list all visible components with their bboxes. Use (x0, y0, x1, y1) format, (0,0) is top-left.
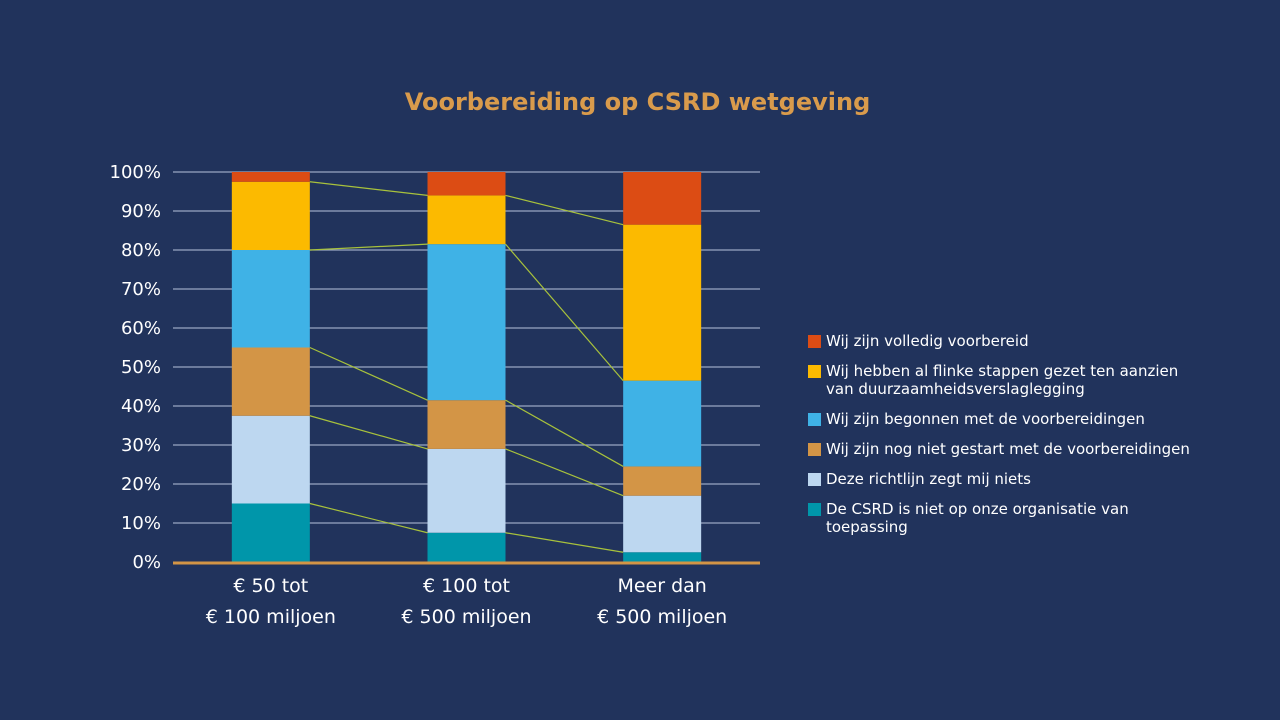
bars (231, 172, 702, 562)
series-line (505, 448, 624, 497)
y-tick-label: 80% (121, 240, 161, 261)
legend-swatch (808, 365, 821, 378)
bar-segment (623, 224, 702, 381)
series-line (309, 243, 428, 251)
legend-swatch (808, 503, 821, 516)
y-tick-label: 0% (132, 552, 161, 573)
legend-label: Wij zijn nog niet gestart met de voorber… (826, 440, 1190, 458)
y-tick-label: 100% (110, 162, 161, 183)
y-tick-label: 20% (121, 474, 161, 495)
bar-segment (427, 195, 506, 245)
legend-item: Wij zijn begonnen met de voorbereidingen (808, 410, 1208, 428)
bar-segment (427, 244, 506, 401)
x-tick-label: € 100 miljoen (206, 606, 336, 628)
x-tick-label: € 500 miljoen (401, 606, 531, 628)
y-tick-label: 10% (121, 513, 161, 534)
bar-segment (427, 532, 506, 562)
x-tick-label: Meer dan (617, 575, 706, 597)
series-line (505, 243, 624, 382)
legend-swatch (808, 413, 821, 426)
legend-label: De CSRD is niet op onze organisatie van … (826, 500, 1129, 536)
x-tick-label: € 100 tot (423, 575, 510, 597)
legend-label: Wij zijn volledig voorbereid (826, 332, 1029, 350)
y-axis-ticks: 0% 10% 20% 30% 40% 50% 60% 70% 80% 90% 100% (110, 162, 161, 573)
legend-swatch (808, 473, 821, 486)
legend-item: Deze richtlijn zegt mij niets (808, 470, 1208, 488)
y-tick-label: 30% (121, 435, 161, 456)
series-line (505, 399, 624, 467)
series-line (505, 194, 624, 226)
legend-item: De CSRD is niet op onze organisatie van … (808, 500, 1208, 536)
bar-segment (231, 415, 310, 504)
bar-segment (623, 552, 702, 562)
bar-segment (231, 250, 310, 348)
series-line (309, 181, 428, 196)
bar-segment (427, 448, 506, 533)
y-tick-label: 40% (121, 396, 161, 417)
bar-segment (623, 380, 702, 467)
bar-segment (231, 181, 310, 250)
series-lines (309, 181, 624, 553)
bar-segment (427, 400, 506, 449)
series-line (309, 346, 428, 401)
bar-segment (231, 503, 310, 562)
x-tick-label: € 50 tot (233, 575, 308, 597)
legend-swatch (808, 443, 821, 456)
series-line (505, 532, 624, 553)
y-tick-label: 70% (121, 279, 161, 300)
legend: Wij zijn volledig voorbereid Wij hebben a… (808, 332, 1208, 548)
legend-item: Wij hebben al flinke stappen gezet ten a… (808, 362, 1208, 398)
bar-segment (231, 172, 310, 182)
bar-segment (623, 172, 702, 225)
x-tick-label: € 500 miljoen (597, 606, 727, 628)
series-line (309, 502, 428, 534)
bar-segment (231, 347, 310, 416)
legend-label: Deze richtlijn zegt mij niets (826, 470, 1031, 488)
bar-segment (427, 172, 506, 196)
legend-item: Wij zijn nog niet gestart met de voorber… (808, 440, 1208, 458)
y-tick-label: 60% (121, 318, 161, 339)
legend-swatch (808, 335, 821, 348)
chart-title: Voorbereiding op CSRD wetgeving (404, 88, 871, 116)
legend-label: Wij zijn begonnen met de voorbereidingen (826, 410, 1145, 428)
legend-label: Wij hebben al flinke stappen gezet ten a… (826, 362, 1179, 398)
series-line (309, 415, 428, 450)
y-tick-label: 50% (121, 357, 161, 378)
x-axis-ticks: € 50 tot € 100 miljoen € 100 tot € 500 milj… (206, 575, 727, 628)
bar-segment (623, 495, 702, 553)
legend-item: Wij zijn volledig voorbereid (808, 332, 1208, 350)
bar-segment (623, 466, 702, 496)
y-tick-label: 90% (121, 201, 161, 222)
